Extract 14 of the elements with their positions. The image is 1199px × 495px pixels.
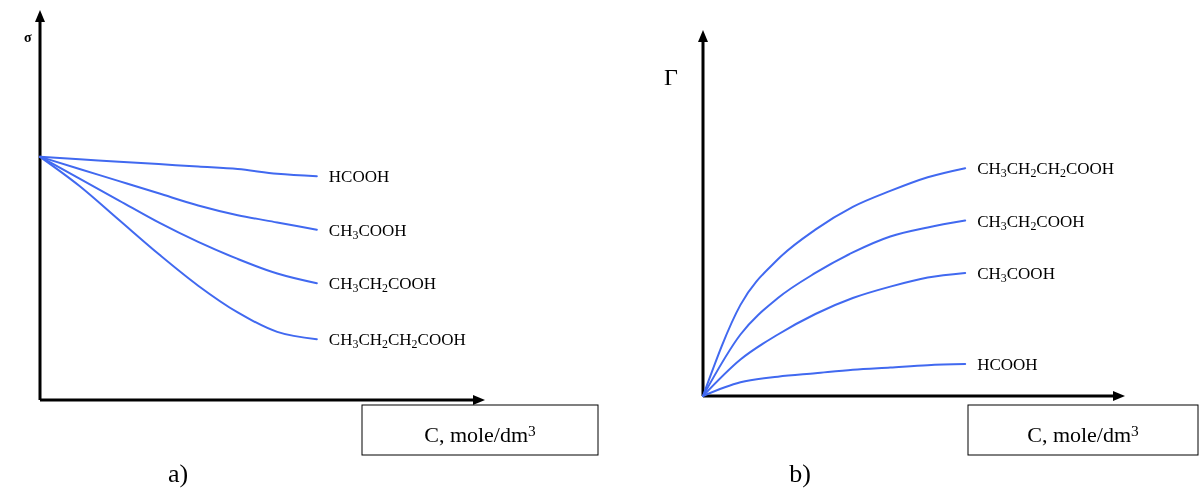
series-label: CH$_{3}$COOH	[328, 220, 407, 242]
series-label: CH$_{3}$CH$_{2}$CH$_{2}$COOH	[328, 330, 466, 352]
series-label: CH$_{3}$CH$_{2}$COOH	[328, 274, 437, 296]
y-axis-title: Γ	[664, 64, 678, 90]
x-axis-title: C, mole/dm$^{3}$	[424, 422, 537, 447]
series-label: HCOOH	[328, 167, 390, 187]
series-label: HCOOH	[977, 355, 1038, 375]
series-label: CH$_{3}$COOH	[977, 263, 1055, 285]
series-label: CH$_{3}$CH$_{2}$COOH	[977, 211, 1085, 233]
x-axis-title: C, mole/dm$^{3}$	[1027, 422, 1140, 447]
series-label: CH$_{3}$CH$_{2}$CH$_{2}$COOH	[977, 159, 1115, 181]
text: b)	[789, 459, 811, 488]
text: a)	[167, 459, 189, 488]
y-axis-title: σ	[24, 30, 32, 45]
